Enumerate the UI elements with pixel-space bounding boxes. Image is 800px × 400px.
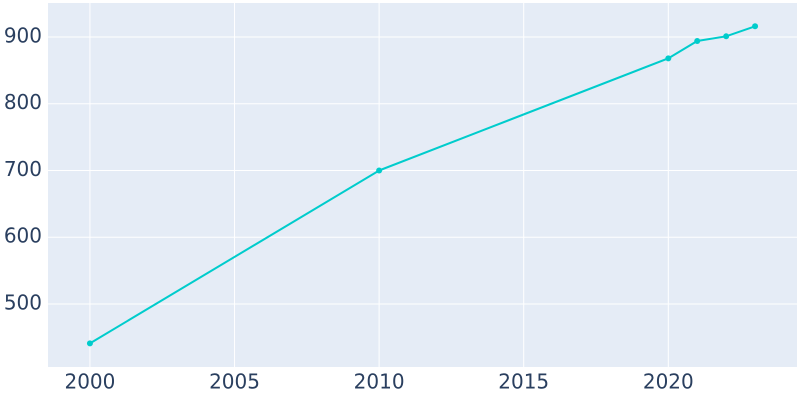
y-tick-label: 800 [4, 90, 42, 114]
x-tick-label: 2010 [354, 370, 405, 394]
line [89, 25, 756, 345]
y-tick-label: 700 [4, 157, 42, 181]
x-tick-label: 2000 [64, 370, 115, 394]
point [694, 37, 701, 44]
y-tick-label: 500 [4, 290, 42, 314]
x-tick-label: 2015 [498, 370, 549, 394]
point [665, 55, 672, 62]
point [86, 340, 93, 347]
x-tick-label: 2020 [643, 370, 694, 394]
x-tick-label: 2005 [209, 370, 260, 394]
plot-area [48, 3, 797, 367]
point [723, 33, 730, 40]
point [376, 167, 383, 174]
y-tick-label: 600 [4, 224, 42, 248]
y-tick-label: 900 [4, 23, 42, 47]
point [752, 23, 759, 30]
